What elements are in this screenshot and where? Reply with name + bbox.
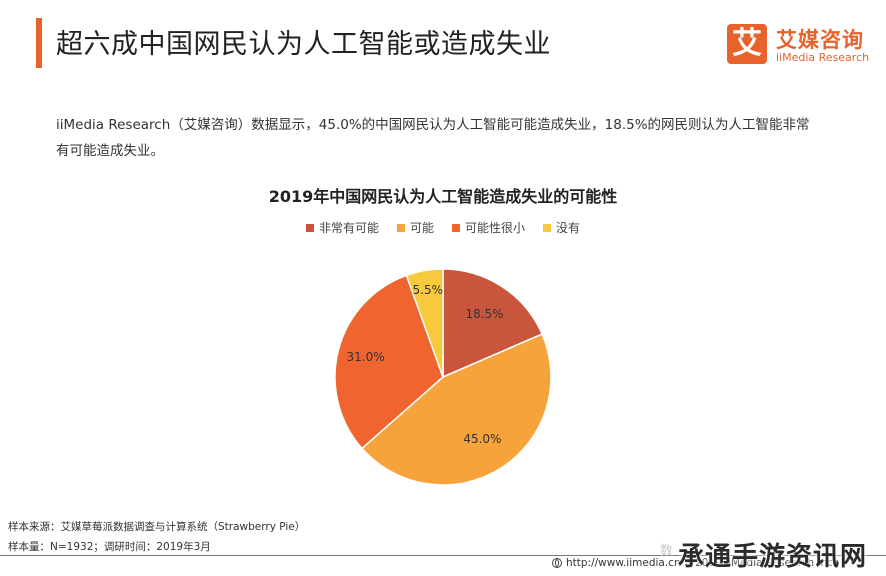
pie-slice — [334, 274, 444, 450]
title-accent-bar — [36, 18, 42, 68]
pie-slice — [442, 268, 544, 379]
website-link[interactable]: http://www.iimedia.cn — [566, 557, 681, 569]
legend-item: 可能 — [396, 219, 434, 236]
legend-label: 可能性很小 — [465, 221, 526, 235]
description-text: iiMedia Research（艾媒咨询）数据显示，45.0%的中国网民认为人… — [56, 117, 810, 159]
legend-swatch — [396, 223, 405, 232]
pie-slice — [405, 268, 444, 378]
footer-divider — [0, 555, 886, 556]
logo-name-cn: 艾媒咨询 — [776, 28, 864, 52]
page-title: 超六成中国网民认为人工智能或造成失业 — [56, 29, 551, 60]
legend-item: 非常有可能 — [305, 219, 379, 236]
legend-label: 非常有可能 — [318, 221, 379, 235]
copyright: ©2019 iiMedia Research Inc — [684, 557, 833, 569]
sample-info: 样本量：N=1932；调研时间：2019年3月 — [8, 541, 211, 553]
chart-legend: 非常有可能 可能 可能性很小 没有 — [0, 219, 886, 236]
legend-swatch — [452, 223, 460, 232]
pie-slice — [360, 333, 552, 486]
legend-label: 没有 — [556, 221, 581, 235]
legend-item: 可能性很小 — [452, 219, 525, 236]
legend-label: 可能 — [409, 221, 434, 235]
legend-item: 没有 — [543, 219, 580, 236]
chart-title: 2019年中国网民认为人工智能造成失业的可能性 — [268, 187, 618, 206]
globe-icon — [552, 558, 562, 568]
logo-mark: 艾 — [727, 24, 767, 64]
watermark: 承通手游资讯网 — [678, 542, 868, 572]
logo-name-en: iiMedia Research — [776, 51, 870, 64]
data-source: 样本来源：艾媒草莓派数据调查与计算系统（Strawberry Pie） — [8, 521, 306, 533]
footer-info: http://www.iimedia.cn ©2019 iiMedia Rese… — [552, 557, 833, 569]
slice-label: 18.5% — [465, 307, 503, 321]
slice-label: 45.0% — [463, 432, 501, 446]
watermark-faint: 数 — [660, 544, 674, 559]
slice-label: 31.0% — [347, 350, 385, 364]
slice-label: 5.5% — [413, 283, 444, 297]
legend-swatch — [305, 223, 314, 232]
legend-swatch — [543, 223, 552, 232]
